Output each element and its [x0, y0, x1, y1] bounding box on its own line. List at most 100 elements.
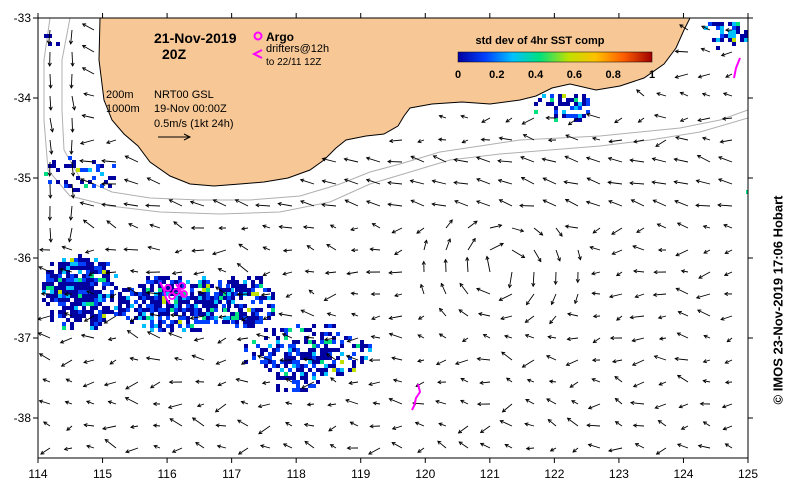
sst-cell: [122, 296, 126, 300]
current-arrow-head: [564, 198, 570, 203]
sst-cell: [364, 356, 368, 360]
sst-cell: [50, 310, 54, 314]
sst-cell: [320, 356, 324, 360]
sst-cell: [720, 34, 724, 38]
sst-cell: [114, 286, 118, 290]
sst-cell: [138, 316, 142, 320]
sst-cell: [218, 284, 222, 288]
current-arrow-head: [327, 402, 332, 407]
sst-cell: [70, 274, 74, 278]
current-arrow: [722, 403, 733, 408]
current-arrow: [322, 180, 337, 185]
current-arrow-head: [128, 223, 133, 227]
sst-cell: [267, 304, 271, 308]
sst-cell: [272, 328, 276, 332]
sst-cell: [134, 300, 138, 304]
current-arrow-head: [259, 444, 265, 449]
current-arrow: [195, 442, 205, 449]
current-arrow-head: [702, 359, 708, 364]
current-arrow: [64, 447, 73, 450]
current-arrow: [278, 203, 293, 207]
current-arrow-head: [255, 333, 261, 338]
current-arrow: [326, 244, 337, 251]
sst-cell: [122, 308, 126, 312]
sst-cell: [114, 306, 118, 310]
current-arrow-head: [365, 156, 371, 161]
current-arrow-head: [240, 226, 246, 231]
sst-cell: [247, 276, 251, 280]
sst-cell: [50, 282, 54, 286]
sst-cell: [174, 320, 178, 324]
sst-cell: [356, 344, 360, 348]
current-arrow-head: [124, 397, 130, 401]
current-arrow: [546, 398, 557, 405]
current-arrow: [476, 288, 491, 295]
current-arrow-head: [123, 178, 129, 183]
sst-cell: [78, 258, 82, 262]
current-arrow: [445, 238, 451, 251]
current-arrow: [458, 441, 469, 449]
current-arrow: [190, 201, 205, 207]
current-arrow: [148, 246, 161, 251]
current-arrow: [630, 402, 645, 405]
current-arrow: [695, 204, 711, 207]
sst-cell: [86, 282, 90, 286]
current-arrow: [150, 224, 161, 229]
current-arrow-head: [526, 378, 532, 383]
current-arrow-head: [107, 337, 113, 342]
sst-cell: [260, 352, 264, 356]
current-arrow-head: [368, 358, 373, 363]
current-arrow: [542, 158, 557, 163]
current-arrow: [724, 271, 733, 276]
current-arrow-head: [129, 269, 135, 274]
current-arrow: [592, 227, 601, 234]
current-arrow-head: [168, 199, 173, 204]
current-arrow: [549, 315, 557, 324]
sst-cell: [50, 274, 54, 278]
sst-cell: [276, 384, 280, 388]
sst-cell: [70, 258, 74, 262]
current-arrow-head: [616, 316, 621, 321]
current-arrow-head: [38, 353, 44, 358]
current-arrow-head: [607, 156, 613, 161]
sst-cell: [202, 288, 206, 292]
current-arrow-head: [525, 446, 531, 451]
sst-cell: [86, 294, 90, 298]
current-arrow-head: [548, 379, 554, 384]
sst-cell: [562, 94, 566, 98]
current-arrow-head: [432, 155, 437, 159]
current-arrow-head: [71, 106, 77, 111]
current-arrow-head: [448, 219, 453, 224]
current-arrow-head: [575, 278, 580, 284]
vector-scale-label: 0.5m/s (1kt 24h): [154, 118, 234, 130]
current-arrow: [483, 334, 491, 339]
current-arrow: [679, 403, 689, 408]
sst-cell: [251, 324, 255, 328]
current-arrow-head: [636, 89, 641, 94]
sst-cell: [554, 110, 558, 114]
sst-cell: [82, 262, 86, 266]
current-arrow-head: [697, 444, 703, 449]
current-arrow: [587, 177, 601, 185]
current-arrow-head: [388, 315, 393, 320]
sst-cell: [70, 294, 74, 298]
sst-cell: [74, 266, 78, 270]
current-arrow-head: [614, 119, 619, 124]
current-arrow: [592, 292, 601, 295]
current-arrow-head: [591, 271, 596, 276]
sst-cell: [272, 364, 276, 368]
current-arrow-head: [531, 282, 536, 288]
current-arrow: [417, 139, 425, 143]
sst-cell: [82, 290, 86, 294]
current-arrow-head: [521, 363, 526, 368]
sst-cell: [259, 316, 263, 320]
current-arrow: [39, 353, 51, 361]
current-arrow-head: [611, 251, 616, 255]
sst-cell: [288, 352, 292, 356]
sst-cell: [110, 290, 114, 294]
current-arrow-head: [585, 156, 591, 161]
colorbar-tick-label: 0.6: [567, 69, 582, 81]
sst-cell: [150, 300, 154, 304]
sst-cell: [62, 266, 66, 270]
